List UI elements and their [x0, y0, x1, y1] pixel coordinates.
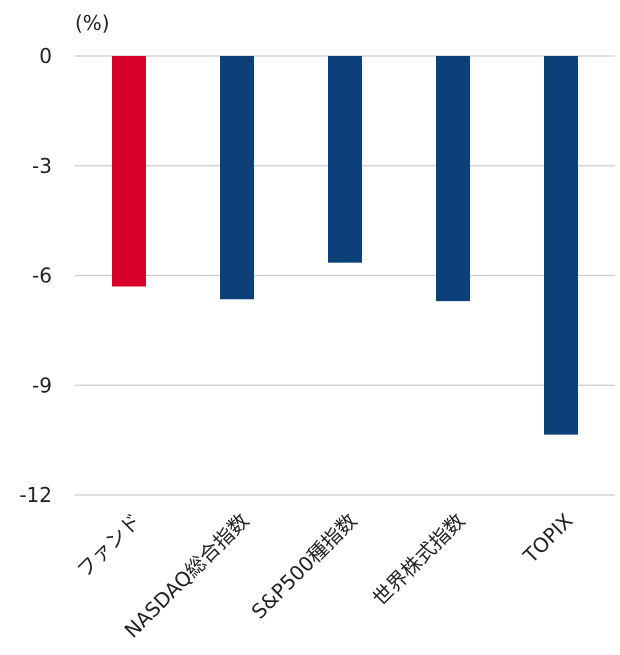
y-tick-label: -6: [32, 264, 52, 288]
bar: [112, 56, 146, 286]
bar: [220, 56, 254, 299]
bar: [436, 56, 470, 301]
bar: [328, 56, 362, 263]
x-category-label: S&P500種指数: [247, 509, 362, 624]
bar: [544, 56, 578, 435]
bars: [112, 56, 578, 435]
y-axis-ticks: 0 -3 -6 -9 -12: [19, 44, 52, 507]
x-category-label: TOPIX: [518, 508, 578, 568]
y-tick-label: -12: [19, 483, 52, 507]
y-unit-label: (%): [75, 11, 110, 35]
y-tick-label: 0: [39, 44, 52, 68]
x-category-label: 世界株式指数: [368, 509, 470, 611]
x-category-label: ファンド: [72, 509, 146, 583]
y-tick-label: -3: [32, 154, 52, 178]
y-tick-label: -9: [32, 373, 52, 397]
